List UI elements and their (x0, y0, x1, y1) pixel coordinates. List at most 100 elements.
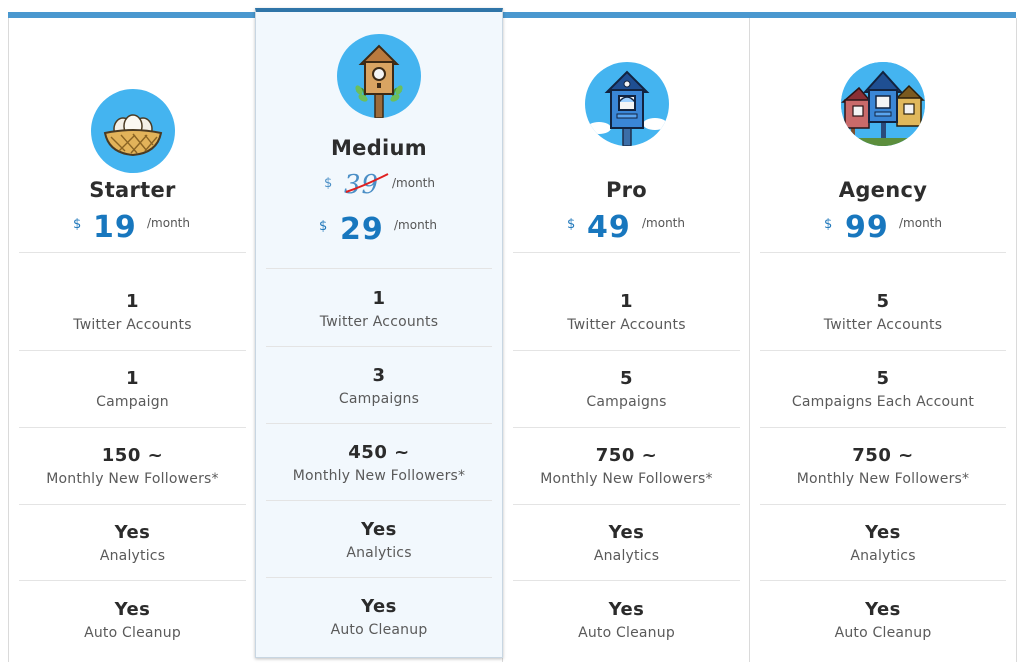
feature-value: 1 (125, 368, 140, 389)
divider (19, 580, 246, 581)
divider (266, 423, 492, 424)
currency-symbol: $ (567, 217, 576, 232)
divider (266, 500, 492, 501)
feature-value: 750 ~ (852, 445, 914, 466)
feature-campaigns: 5 Campaigns (503, 368, 750, 412)
feature-value: Yes (608, 522, 645, 543)
feature-label: Campaign (96, 394, 169, 410)
plan-price: $ 29 /month (256, 212, 502, 248)
plan-card-medium: Medium $ 39 /month $ 29 /month 1 Twitter… (255, 8, 503, 658)
plan-price: $ 99 /month (750, 210, 1016, 246)
feature-analytics: Yes Analytics (256, 519, 502, 563)
feature-monthly-followers: 150 ~ Monthly New Followers* (9, 445, 256, 489)
divider (19, 252, 246, 253)
feature-auto-cleanup: Yes Auto Cleanup (750, 599, 1016, 643)
feature-value: 3 (372, 365, 386, 386)
feature-label: Campaigns (586, 394, 667, 410)
feature-label: Auto Cleanup (834, 625, 932, 641)
feature-label: Twitter Accounts (73, 317, 192, 333)
divider (513, 427, 740, 428)
feature-value: 5 (876, 291, 890, 312)
feature-value: Yes (114, 522, 151, 543)
feature-value: 5 (619, 368, 634, 389)
divider (513, 350, 740, 351)
plan-card-starter: Starter $ 19 /month 1 Twitter Accounts 1… (8, 18, 256, 662)
blue-birdhouse-icon (584, 62, 669, 146)
divider (760, 350, 1006, 351)
divider (19, 504, 246, 505)
feature-value: Yes (608, 599, 645, 620)
plan-card-agency: Agency $ 99 /month 5 Twitter Accounts 5 … (749, 18, 1017, 662)
feature-value: Yes (361, 519, 397, 540)
feature-value: 1 (125, 291, 140, 312)
price-period: /month (394, 218, 437, 232)
birdhouse-group-icon (841, 62, 925, 146)
divider (760, 252, 1006, 253)
feature-label: Monthly New Followers* (540, 471, 713, 487)
divider (513, 580, 740, 581)
feature-campaigns: 5 Campaigns Each Account (750, 368, 1016, 412)
pricing-top-bar (8, 12, 1016, 18)
divider (19, 427, 246, 428)
price-period: /month (392, 176, 435, 190)
divider (760, 504, 1006, 505)
bird-nest-icon (90, 89, 175, 173)
feature-monthly-followers: 750 ~ Monthly New Followers* (750, 445, 1016, 489)
plan-name: Pro (605, 178, 648, 202)
price-amount: 29 (340, 212, 384, 247)
feature-label: Twitter Accounts (823, 317, 943, 333)
price-amount: 99 (845, 210, 889, 245)
plan-old-price: $ 39 /month (256, 168, 502, 204)
birdhouse-icon (337, 34, 421, 118)
divider (760, 580, 1006, 581)
feature-analytics: Yes Analytics (503, 522, 750, 566)
old-price-amount: 39 (344, 170, 380, 200)
feature-value: 5 (876, 368, 890, 389)
feature-label: Analytics (99, 548, 166, 564)
feature-value: 150 ~ (101, 445, 164, 466)
divider (266, 268, 492, 269)
price-amount: 19 (93, 210, 137, 245)
feature-campaigns: 3 Campaigns (256, 365, 502, 409)
plan-price: $ 19 /month (9, 210, 256, 246)
feature-value: Yes (114, 599, 151, 620)
plan-card-pro: Pro $ 49 /month 1 Twitter Accounts 5 Cam… (502, 18, 750, 662)
feature-value: Yes (361, 596, 397, 617)
price-amount: 49 (587, 210, 631, 245)
currency-symbol: $ (324, 176, 333, 191)
feature-label: Twitter Accounts (319, 314, 439, 330)
plan-name: Agency (838, 178, 928, 202)
divider (19, 350, 246, 351)
feature-label: Auto Cleanup (330, 622, 428, 638)
feature-analytics: Yes Analytics (750, 522, 1016, 566)
feature-value: 450 ~ (348, 442, 410, 463)
feature-auto-cleanup: Yes Auto Cleanup (256, 596, 502, 640)
feature-label: Analytics (850, 548, 916, 564)
feature-twitter-accounts: 1 Twitter Accounts (503, 291, 750, 335)
feature-campaigns: 1 Campaign (9, 368, 256, 412)
divider (760, 427, 1006, 428)
feature-twitter-accounts: 5 Twitter Accounts (750, 291, 1016, 335)
feature-label: Analytics (346, 545, 412, 561)
feature-monthly-followers: 450 ~ Monthly New Followers* (256, 442, 502, 486)
divider (513, 252, 740, 253)
divider (513, 504, 740, 505)
feature-monthly-followers: 750 ~ Monthly New Followers* (503, 445, 750, 489)
feature-label: Monthly New Followers* (46, 471, 219, 487)
feature-label: Auto Cleanup (84, 625, 181, 641)
plan-price: $ 49 /month (503, 210, 750, 246)
feature-label: Twitter Accounts (567, 317, 686, 333)
feature-label: Analytics (593, 548, 660, 564)
divider (266, 577, 492, 578)
feature-analytics: Yes Analytics (9, 522, 256, 566)
feature-label: Monthly New Followers* (292, 468, 466, 484)
feature-label: Campaigns (338, 391, 420, 407)
feature-auto-cleanup: Yes Auto Cleanup (503, 599, 750, 643)
feature-label: Auto Cleanup (578, 625, 675, 641)
feature-value: 1 (372, 288, 386, 309)
divider (266, 346, 492, 347)
feature-label: Campaigns Each Account (791, 394, 975, 410)
feature-twitter-accounts: 1 Twitter Accounts (9, 291, 256, 335)
feature-label: Monthly New Followers* (796, 471, 970, 487)
strike-through-mark (345, 173, 389, 193)
